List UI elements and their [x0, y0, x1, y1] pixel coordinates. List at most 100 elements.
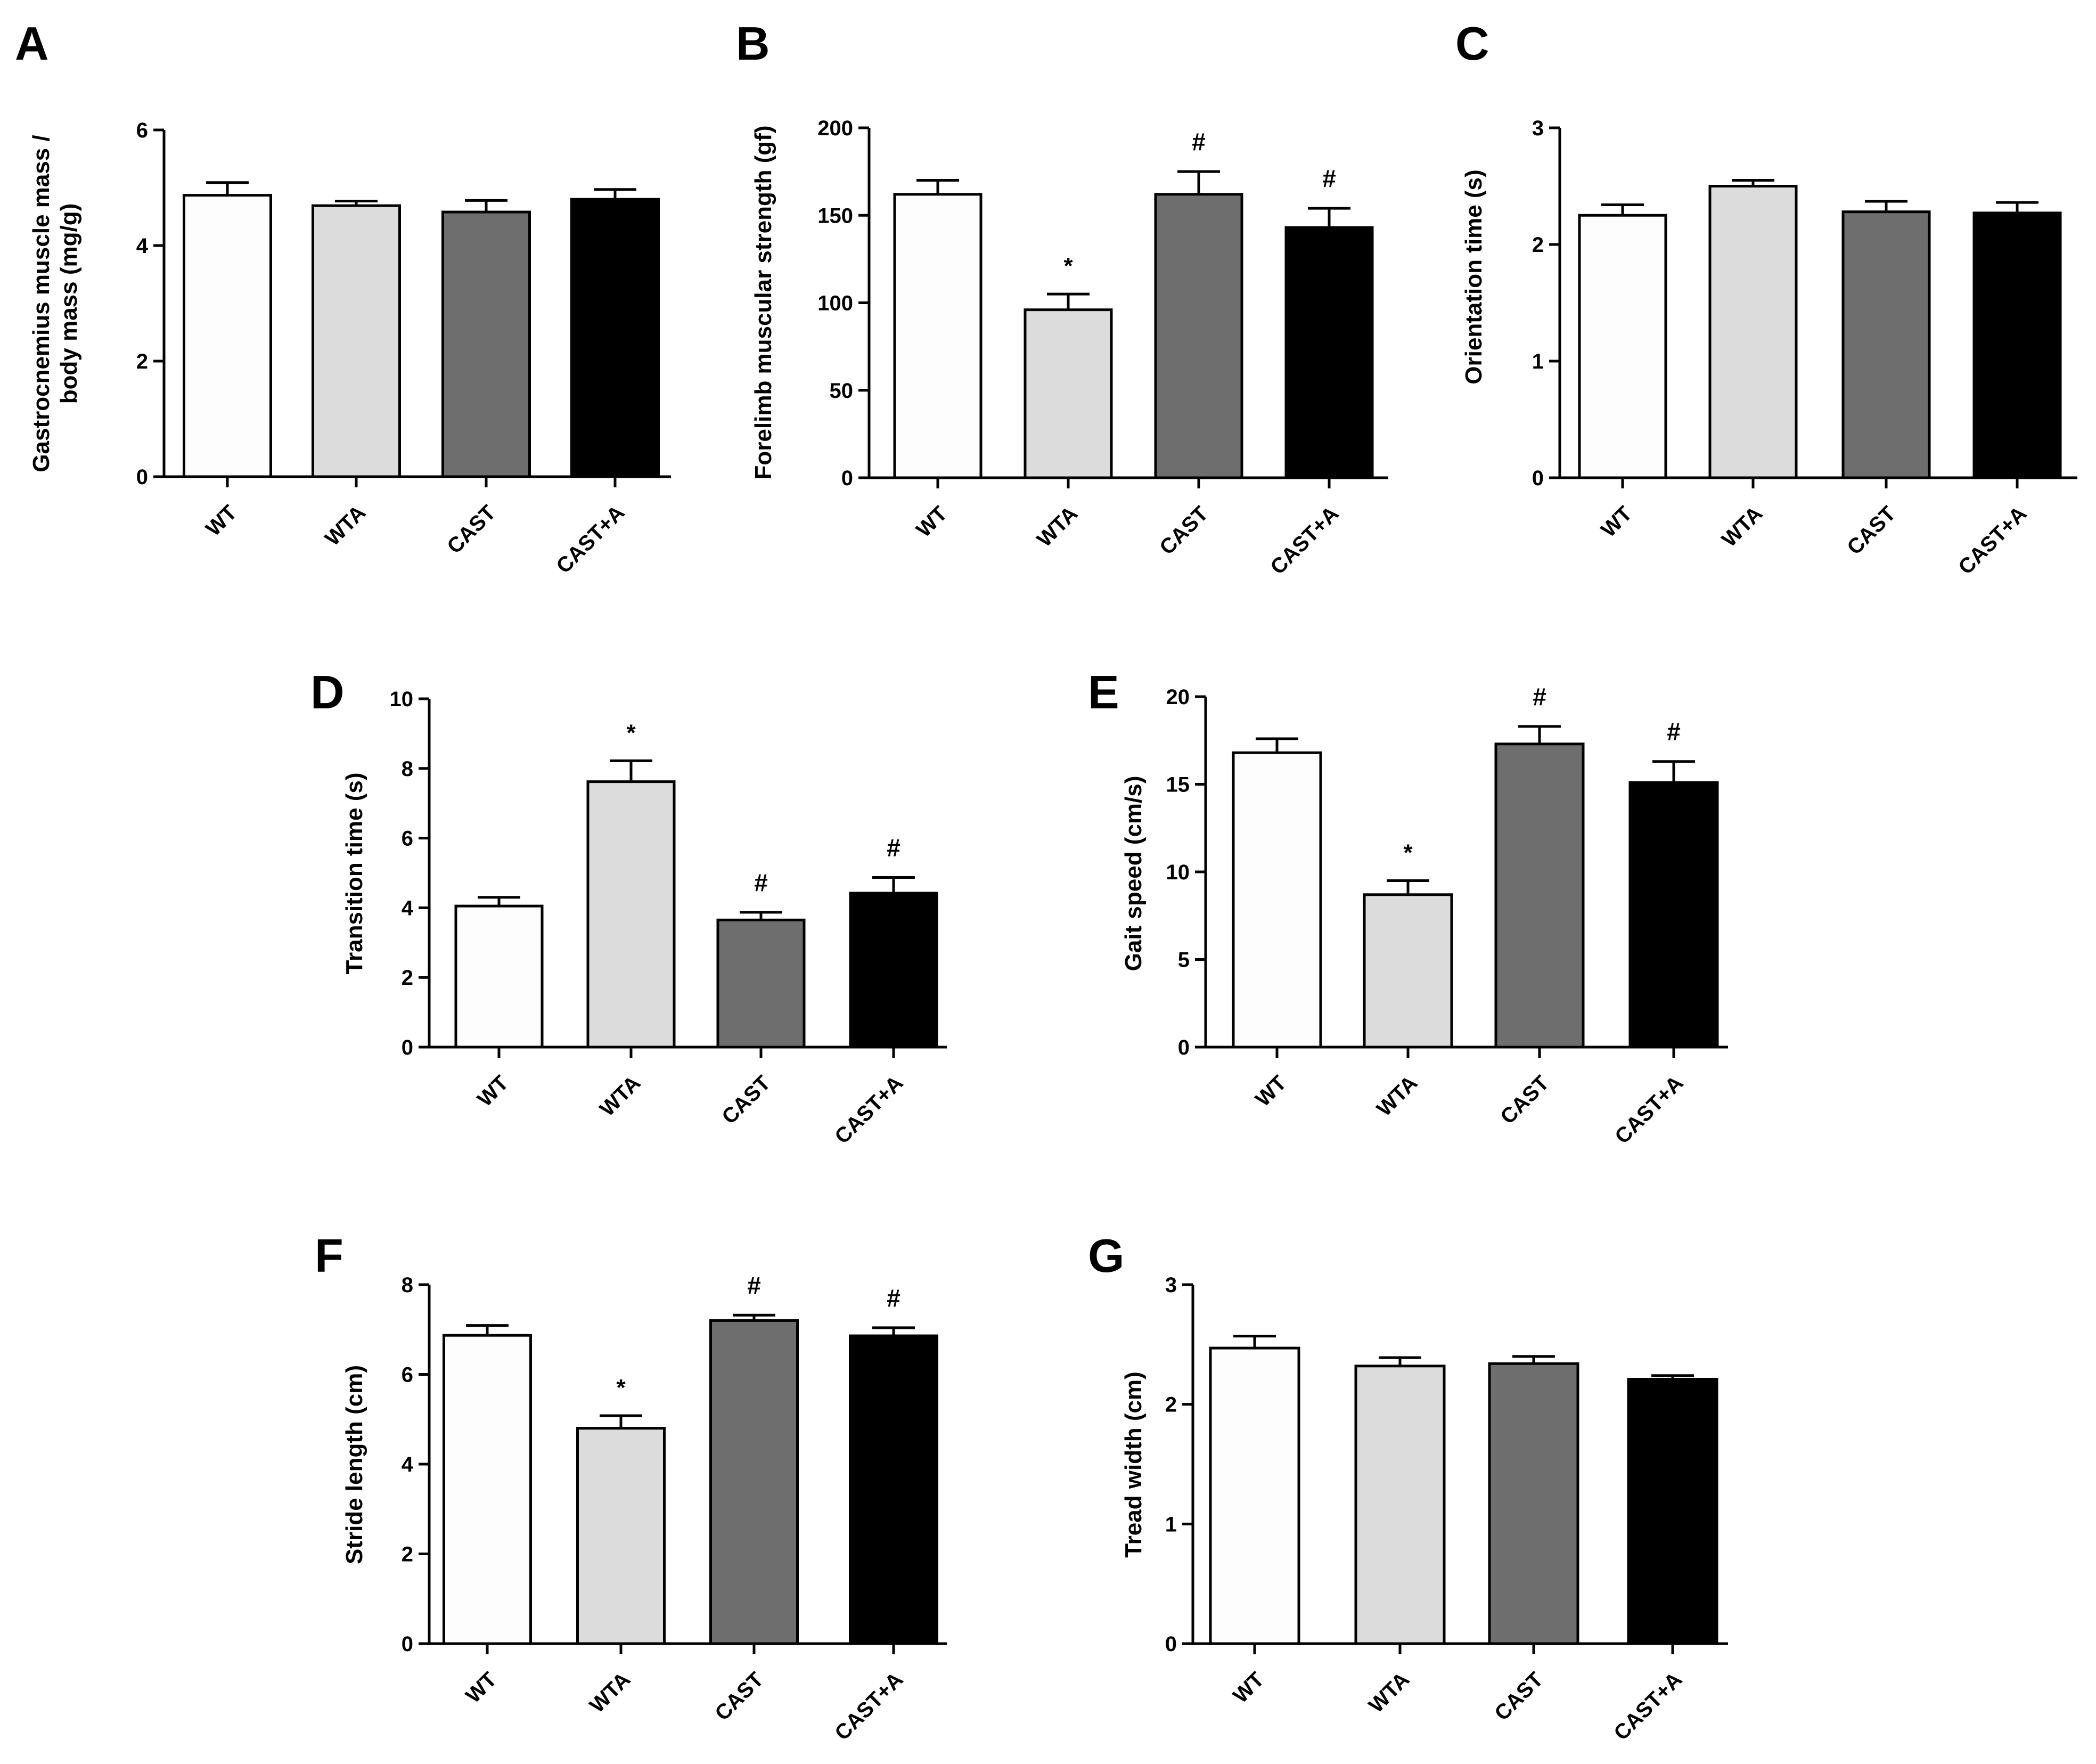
x-tick-label: CAST+A	[1954, 502, 2031, 579]
x-tick-label: WT	[912, 502, 952, 542]
x-tick-label: WTA	[585, 1668, 635, 1717]
x-tick-label: WT	[473, 1071, 513, 1111]
x-tick-label: WTA	[321, 501, 370, 550]
significance-hash: #	[1667, 718, 1681, 746]
x-tick-label: CAST	[1496, 1071, 1553, 1129]
panel-b: B Forelimb muscular strength (gf) 0 50 100 15…	[736, 17, 1388, 579]
x-tick-label: CAST+A	[552, 501, 629, 578]
y-axis-title: Forelimb muscular strength (gf)	[750, 126, 776, 480]
x-tick-label: WT	[1229, 1668, 1268, 1708]
y-tick-label: 0	[402, 1632, 413, 1656]
y-tick-label: 2	[136, 350, 148, 373]
y-tick-label: 6	[402, 1363, 413, 1387]
y-tick-label: 3	[1165, 1273, 1177, 1297]
x-tick-label: CAST	[717, 1071, 775, 1129]
significance-hash: #	[754, 869, 768, 896]
y-tick-label: 0	[1532, 467, 1544, 490]
panel-letter: D	[310, 666, 345, 718]
y-tick-label: 50	[830, 379, 854, 403]
x-tick-label: WTA	[595, 1071, 645, 1121]
bar-wt	[454, 904, 544, 1049]
bar-wta	[576, 1427, 666, 1645]
panel-e: E Gait speed (cm/s) 0 5 10 15 20 WT WTA * CAST # CAS…	[1088, 666, 1728, 1148]
x-tick-label: WT	[1596, 502, 1636, 542]
bar-wt	[443, 1334, 532, 1645]
x-tick-label: CAST	[1490, 1668, 1548, 1725]
bar-cast	[1154, 193, 1243, 479]
significance-hash: #	[887, 834, 900, 862]
significance-hash: #	[1192, 128, 1206, 156]
x-tick-label: CAST+A	[830, 1668, 907, 1745]
y-tick-label: 5	[1178, 949, 1190, 972]
bar-cast	[709, 1319, 799, 1645]
panel-letter: A	[15, 17, 49, 70]
y-tick-label: 2	[402, 1543, 413, 1566]
x-tick-label: WT	[461, 1668, 501, 1708]
bar-cast	[1488, 1362, 1579, 1645]
y-tick-label: 6	[136, 119, 148, 142]
y-tick-label: 1	[1532, 350, 1544, 373]
x-tick-label: WTA	[1372, 1071, 1422, 1121]
significance-star: *	[626, 720, 636, 746]
y-tick-label: 20	[1166, 685, 1190, 709]
y-tick-label: 4	[402, 1453, 414, 1476]
panel-f: F Stride length (cm) 0 2 4 6 8 WT WTA * CAST # CAST+…	[315, 1229, 947, 1745]
bar-cast-plus-a	[1972, 211, 2062, 479]
bar-cast-plus-a	[849, 892, 938, 1049]
x-tick-label: CAST	[710, 1668, 768, 1725]
bar-wta	[312, 204, 401, 478]
bar-wt	[183, 194, 272, 478]
y-tick-label: 150	[817, 204, 853, 227]
significance-hash: #	[1322, 165, 1336, 192]
y-tick-label: 15	[1166, 773, 1190, 797]
significance-hash: #	[887, 1284, 900, 1312]
y-tick-label: 8	[402, 757, 413, 781]
panel-letter: G	[1088, 1229, 1124, 1282]
panel-g: G Tread width (cm) 0 1 2 3 WT WTA CAST CAST+A	[1088, 1229, 1728, 1745]
y-tick-label: 1	[1165, 1513, 1177, 1536]
bar-wta	[1024, 308, 1113, 479]
y-tick-label: 2	[1165, 1393, 1177, 1417]
y-tick-label: 4	[136, 234, 149, 258]
x-tick-label: WTA	[1033, 502, 1082, 551]
x-tick-label: CAST	[1155, 502, 1213, 559]
y-tick-label: 100	[817, 292, 853, 315]
significance-star: *	[1063, 253, 1073, 279]
x-tick-label: CAST+A	[830, 1071, 907, 1148]
x-tick-label: CAST+A	[1609, 1668, 1686, 1745]
panel-c: C Orientation time (s) 0 1 2 3 WT WTA CAST CAST+A	[1455, 17, 2077, 579]
bar-cast-plus-a	[1284, 226, 1374, 479]
y-axis-title: Stride length (cm)	[341, 1365, 367, 1564]
y-tick-label: 8	[402, 1273, 413, 1297]
bar-cast-plus-a	[849, 1334, 938, 1645]
bar-wta	[586, 780, 676, 1049]
bar-cast	[716, 918, 806, 1049]
y-tick-label: 2	[402, 966, 413, 990]
bar-cast	[1494, 742, 1585, 1049]
x-tick-label: CAST	[443, 501, 500, 558]
significance-hash: #	[747, 1271, 761, 1299]
y-tick-label: 6	[402, 827, 413, 851]
significance-star: *	[616, 1375, 626, 1401]
x-tick-label: CAST	[1843, 502, 1900, 559]
panel-a: A Gastrocnemius muscle mass /body mass (m…	[15, 17, 671, 578]
x-tick-label: WT	[201, 501, 241, 541]
bar-cast	[1841, 210, 1931, 479]
x-tick-label: CAST+A	[1610, 1071, 1688, 1148]
y-tick-label: 0	[841, 467, 853, 490]
bar-wt	[893, 193, 982, 479]
y-tick-label: 10	[1166, 861, 1190, 884]
y-tick-label: 10	[390, 688, 414, 711]
y-axis-title: Tread width (cm)	[1120, 1371, 1147, 1558]
y-tick-label: 3	[1532, 117, 1544, 140]
bar-wt	[1232, 751, 1322, 1049]
panel-letter: E	[1088, 666, 1119, 718]
y-axis-title: Orientation time (s)	[1461, 169, 1487, 384]
y-axis-title: Gastrocnemius muscle mass /body mass (mg…	[28, 135, 82, 472]
y-tick-label: 0	[1165, 1632, 1177, 1656]
y-tick-label: 0	[136, 466, 148, 489]
x-tick-label: WT	[1251, 1071, 1291, 1111]
bar-cast-plus-a	[1628, 781, 1719, 1049]
panel-d: D Transition time (s) 0 2 4 6 8 10 WT WTA * CAST # CA…	[310, 666, 947, 1148]
